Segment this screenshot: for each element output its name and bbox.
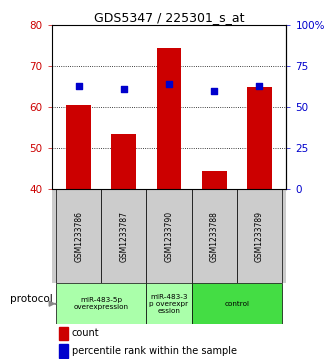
Bar bbox=[247, 87, 272, 189]
Bar bbox=[202, 171, 226, 189]
Bar bbox=[66, 105, 91, 189]
Text: GSM1233788: GSM1233788 bbox=[210, 211, 219, 262]
Text: GSM1233786: GSM1233786 bbox=[74, 211, 83, 262]
Text: miR-483-5p
overexpression: miR-483-5p overexpression bbox=[74, 297, 129, 310]
Text: count: count bbox=[72, 329, 99, 338]
Text: control: control bbox=[224, 301, 249, 307]
Text: GSM1233790: GSM1233790 bbox=[165, 211, 173, 262]
Bar bbox=[237, 189, 282, 283]
Bar bbox=[147, 283, 191, 324]
Point bbox=[121, 86, 127, 92]
Point bbox=[166, 82, 172, 87]
Bar bbox=[157, 48, 181, 189]
Bar bbox=[147, 189, 191, 283]
Bar bbox=[112, 134, 136, 189]
Bar bbox=[56, 283, 147, 324]
Bar bbox=[191, 189, 237, 283]
Bar bbox=[59, 344, 68, 358]
Bar bbox=[101, 189, 147, 283]
Text: miR-483-3
p overexpr
ession: miR-483-3 p overexpr ession bbox=[150, 294, 188, 314]
Text: GSM1233787: GSM1233787 bbox=[119, 211, 128, 262]
Text: GSM1233789: GSM1233789 bbox=[255, 211, 264, 262]
Bar bbox=[59, 327, 68, 340]
Text: percentile rank within the sample: percentile rank within the sample bbox=[72, 346, 236, 356]
Text: protocol: protocol bbox=[10, 294, 53, 304]
Point bbox=[76, 83, 81, 89]
Bar bbox=[191, 283, 282, 324]
Bar bbox=[56, 189, 101, 283]
Title: GDS5347 / 225301_s_at: GDS5347 / 225301_s_at bbox=[94, 11, 244, 24]
Point bbox=[211, 88, 217, 94]
Point bbox=[257, 83, 262, 89]
